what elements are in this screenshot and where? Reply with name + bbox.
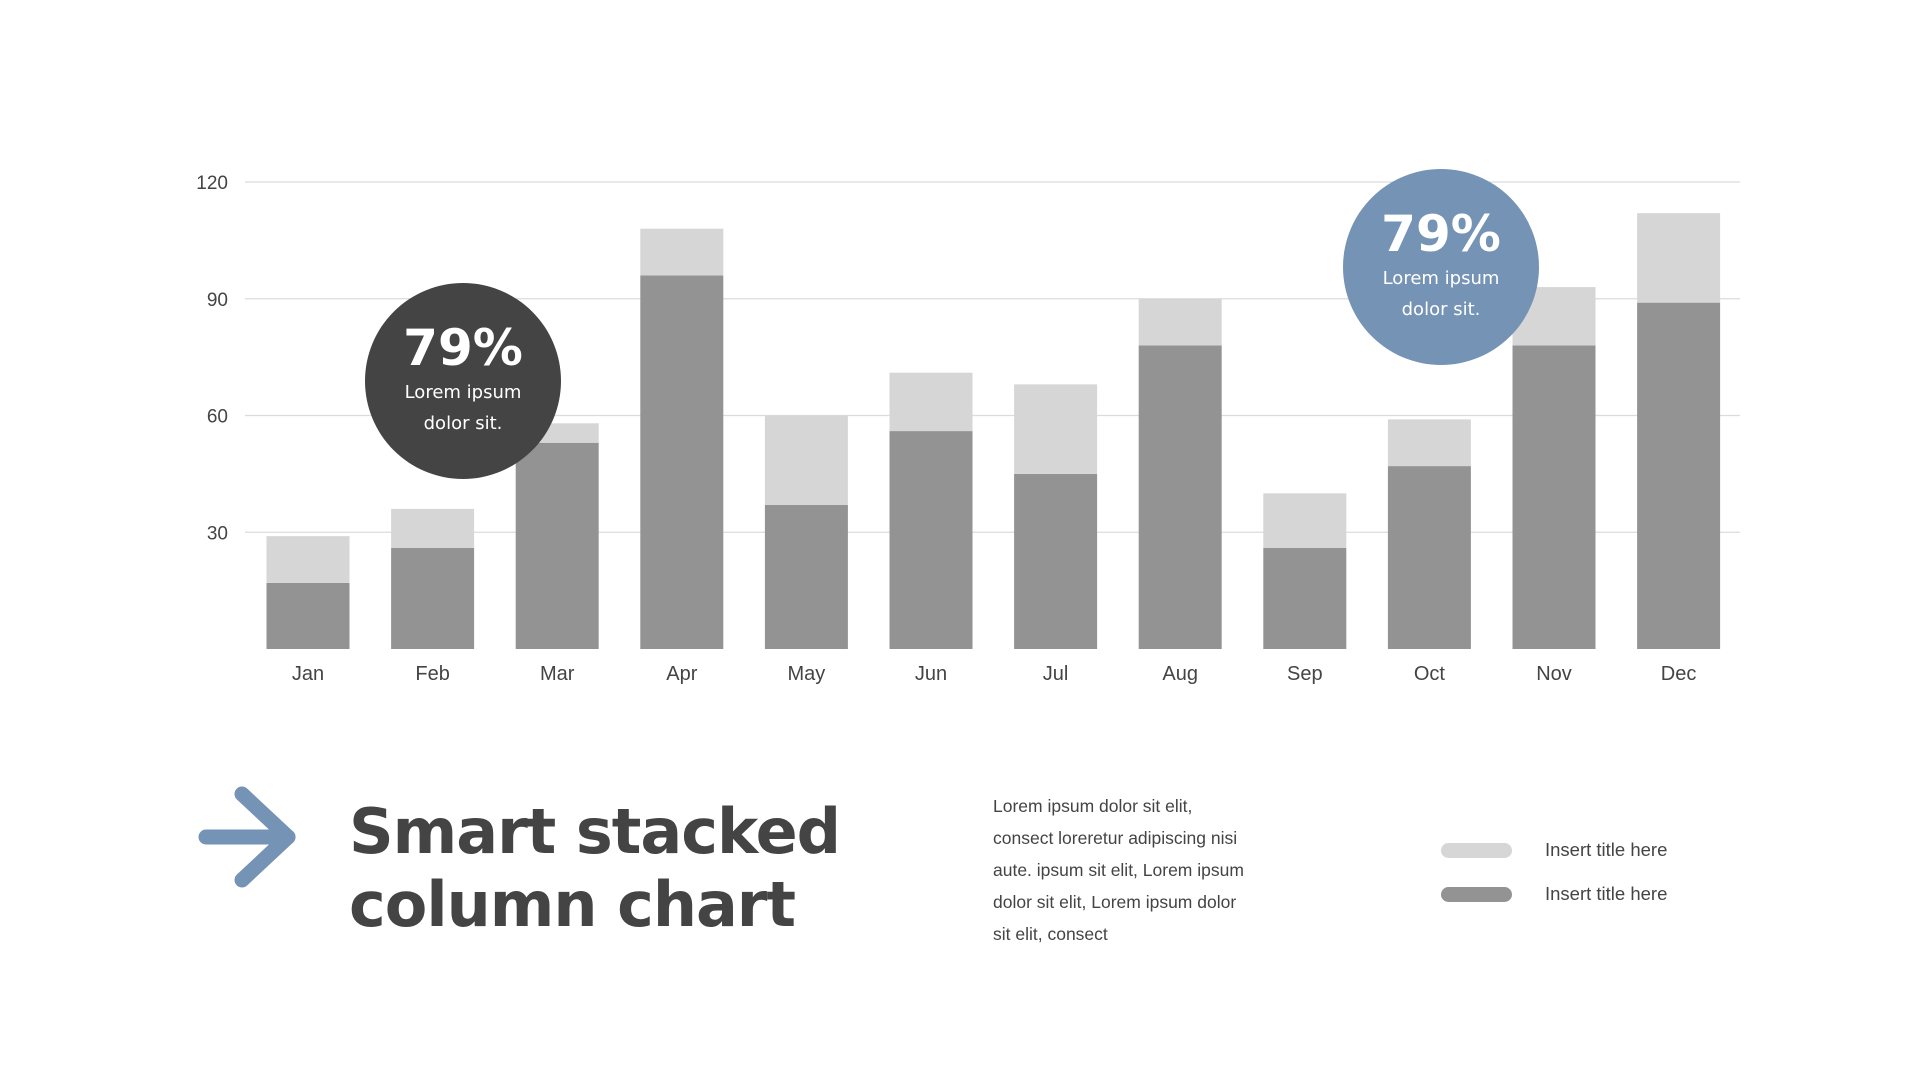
- bar-segment: [266, 582, 350, 649]
- callout-bubble-dark: 79% Lorem ipsum dolor sit.: [365, 283, 561, 479]
- y-tick-label: 120: [196, 173, 228, 194]
- bar-segment: [1637, 213, 1721, 303]
- x-tick-label: Jul: [1043, 663, 1069, 685]
- paragraph-line: Lorem ipsum dolor sit elit,: [993, 796, 1193, 816]
- x-tick-label: Sep: [1287, 663, 1323, 685]
- bar-segment: [515, 442, 599, 649]
- bar-segment: [1263, 493, 1347, 548]
- bar-segment: [1512, 345, 1596, 649]
- bar-segment: [1014, 473, 1098, 649]
- stacked-column-chart: 30 60 90 120 Jan Feb Mar Apr May Jun Jul Aug Sep Oct N…: [196, 173, 1740, 685]
- bar-segment: [640, 228, 724, 276]
- bar-segment: [889, 372, 973, 432]
- description-paragraph: Lorem ipsum dolor sit elit, consect lore…: [993, 790, 1313, 950]
- legend-item-dark: Insert title here: [1441, 883, 1667, 905]
- callout-value: 79%: [403, 319, 523, 377]
- bar-segment: [640, 275, 724, 649]
- x-tick-label: Feb: [415, 663, 449, 685]
- bar-segment: [1014, 384, 1098, 474]
- paragraph-line: consect loreretur adipiscing nisi: [993, 828, 1238, 848]
- callout-bubble-blue: 79% Lorem ipsum dolor sit.: [1343, 169, 1539, 365]
- title-line: Smart stacked: [349, 795, 841, 868]
- callout-text: dolor sit.: [423, 413, 503, 434]
- paragraph-line: aute. ipsum sit elit, Lorem ipsum: [993, 860, 1244, 880]
- legend-label: Insert title here: [1545, 883, 1668, 904]
- x-tick-label: Mar: [540, 663, 575, 685]
- x-tick-label: Apr: [666, 663, 697, 685]
- arrow-right-icon: [198, 786, 296, 888]
- paragraph-line: dolor sit elit, Lorem ipsum dolor: [993, 892, 1237, 912]
- bar-segment: [889, 431, 973, 649]
- x-tick-label: Nov: [1536, 663, 1572, 685]
- legend-swatch: [1441, 886, 1512, 902]
- bar-segment: [1138, 345, 1222, 649]
- bar-segment: [1387, 466, 1471, 649]
- legend-label: Insert title here: [1545, 839, 1668, 860]
- x-tick-label: Jun: [915, 663, 947, 685]
- x-tick-label: Aug: [1162, 663, 1198, 685]
- legend-item-light: Insert title here: [1441, 839, 1667, 861]
- bar-segment: [1138, 298, 1222, 346]
- legend-swatch: [1441, 842, 1512, 858]
- y-tick-label: 30: [207, 523, 228, 544]
- bar-segment: [764, 505, 848, 649]
- paragraph-line: sit elit, consect: [993, 924, 1108, 944]
- x-tick-label: May: [788, 663, 826, 685]
- callout-text: Lorem ipsum: [1382, 268, 1500, 289]
- x-tick-label: Dec: [1661, 663, 1697, 685]
- bar-segment: [391, 547, 475, 649]
- bar-segment: [1637, 302, 1721, 649]
- callout-text: Lorem ipsum: [404, 382, 522, 403]
- bar-segment: [391, 508, 475, 548]
- page-title: Smart stacked column chart: [349, 795, 841, 941]
- y-tick-label: 90: [207, 290, 228, 311]
- bar-segment: [1387, 419, 1471, 467]
- x-tick-label: Oct: [1414, 663, 1446, 685]
- x-tick-label: Jan: [292, 663, 324, 685]
- bar-segment: [764, 415, 848, 506]
- callout-text: dolor sit.: [1401, 299, 1481, 320]
- bar-segment: [1263, 547, 1347, 649]
- title-line: column chart: [349, 868, 796, 941]
- callout-value: 79%: [1381, 205, 1501, 263]
- y-tick-label: 60: [207, 407, 228, 428]
- bar-segment: [266, 536, 350, 583]
